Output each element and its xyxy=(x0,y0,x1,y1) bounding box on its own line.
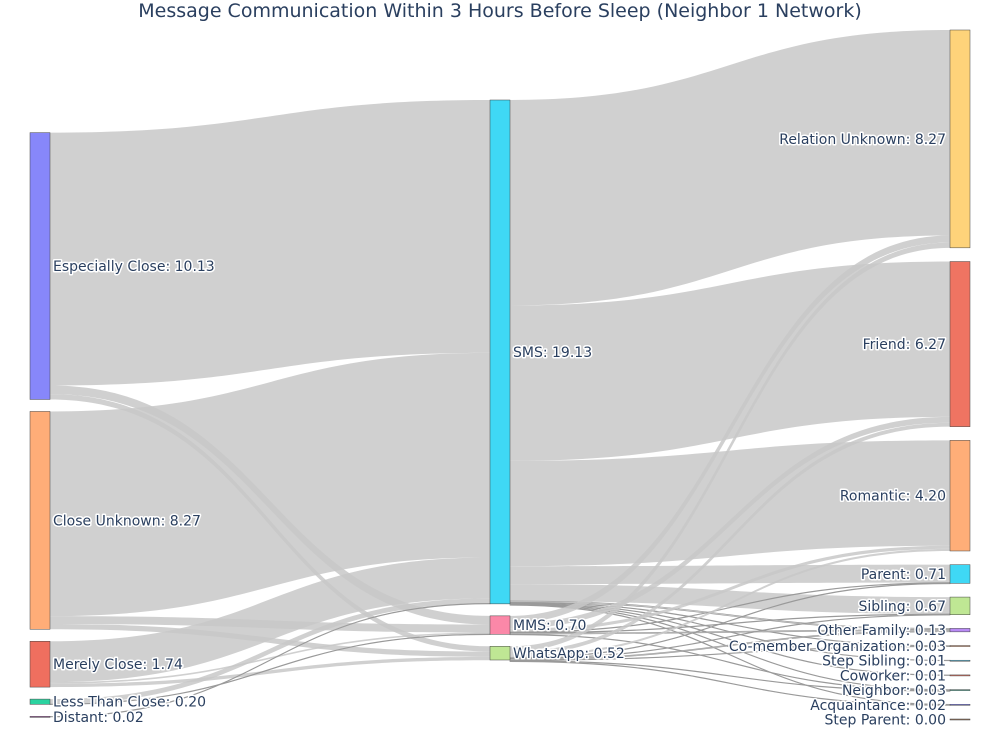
link-especially_close-to-sms xyxy=(50,100,490,386)
node-label-halo-acquaintance: Acquaintance: 0.02 xyxy=(810,698,946,714)
node-label-halo-whatsapp: WhatsApp: 0.52 xyxy=(513,646,625,662)
link-mms-to-friend xyxy=(510,416,950,629)
link-merely_close-to-mms xyxy=(50,632,490,684)
node-merely_close[interactable] xyxy=(29,641,51,688)
node-label-friend: Friend: 6.27 xyxy=(863,337,946,353)
node-label-distant: Distant: 0.02 xyxy=(53,710,144,726)
node-label-halo-romantic: Romantic: 4.20 xyxy=(840,489,946,505)
link-whatsapp-to-friend xyxy=(510,422,950,656)
node-label-coworker: Coworker: 0.01 xyxy=(840,668,946,684)
link-less_than_close-to-mms xyxy=(49,633,491,706)
link-mms-to-relation_unknown xyxy=(510,235,950,623)
link-merely_close-to-whatsapp xyxy=(50,656,490,688)
node-label-sms: SMS: 19.13 xyxy=(513,345,592,361)
node-label-halo-comember_org: Co-member Organization: 0.03 xyxy=(729,639,946,655)
node-label-halo-distant: Distant: 0.02 xyxy=(53,710,144,726)
node-label-halo-relation_unknown: Relation Unknown: 8.27 xyxy=(779,132,946,148)
node-romantic[interactable] xyxy=(949,440,971,552)
node-label-step_sibling: Step Sibling: 0.01 xyxy=(822,654,946,670)
node-label-halo-mms: MMS: 0.70 xyxy=(513,618,586,634)
node-label-halo-coworker: Coworker: 0.01 xyxy=(840,668,946,684)
link-close_unknown-to-whatsapp xyxy=(50,624,490,657)
node-label-sibling: Sibling: 0.67 xyxy=(858,599,946,615)
nodes-layer xyxy=(29,29,971,721)
node-label-neighbor: Neighbor: 0.03 xyxy=(842,683,946,699)
node-label-merely_close: Merely Close: 1.74 xyxy=(53,657,183,673)
node-label-romantic: Romantic: 4.20 xyxy=(840,489,946,505)
node-parent[interactable] xyxy=(949,564,971,584)
node-label-halo-other_family: Other Family: 0.13 xyxy=(817,623,946,639)
links-layer xyxy=(49,30,951,718)
node-relation_unknown[interactable] xyxy=(949,29,971,249)
link-less_than_close-to-sms xyxy=(50,598,490,705)
link-mms-to-romantic xyxy=(510,545,950,632)
node-whatsapp[interactable] xyxy=(489,646,511,661)
link-close_unknown-to-sms xyxy=(50,352,490,617)
node-close_unknown[interactable] xyxy=(29,411,51,630)
node-label-halo-sms: SMS: 19.13 xyxy=(513,345,592,361)
node-less_than_close[interactable] xyxy=(29,698,51,705)
node-label-comember_org: Co-member Organization: 0.03 xyxy=(729,639,946,655)
link-whatsapp-to-relation_unknown xyxy=(510,242,950,652)
node-friend[interactable] xyxy=(949,261,971,427)
node-coworker[interactable] xyxy=(949,674,971,677)
node-label-halo-neighbor: Neighbor: 0.03 xyxy=(842,683,946,699)
node-label-less_than_close: Less Than Close: 0.20 xyxy=(53,695,206,711)
node-label-step_parent: Step Parent: 0.00 xyxy=(825,713,946,729)
link-merely_close-to-sms xyxy=(50,557,490,683)
node-comember_org[interactable] xyxy=(949,645,971,647)
node-label-especially_close: Especially Close: 10.13 xyxy=(53,259,215,275)
node-label-halo-step_parent: Step Parent: 0.00 xyxy=(825,713,946,729)
link-whatsapp-to-neighbor xyxy=(509,660,951,692)
node-label-halo-parent: Parent: 0.71 xyxy=(861,567,946,583)
node-label-other_family: Other Family: 0.13 xyxy=(817,623,946,639)
node-step_sibling[interactable] xyxy=(949,659,971,662)
link-sms-to-friend xyxy=(510,261,950,461)
node-label-whatsapp: WhatsApp: 0.52 xyxy=(513,646,625,662)
node-especially_close[interactable] xyxy=(29,132,51,400)
link-sms-to-sibling xyxy=(510,584,950,614)
node-mms[interactable] xyxy=(489,615,511,635)
node-label-halo-step_sibling: Step Sibling: 0.01 xyxy=(822,654,946,670)
node-other_family[interactable] xyxy=(949,628,971,633)
link-whatsapp-to-sibling xyxy=(509,614,951,660)
node-sms[interactable] xyxy=(489,99,511,605)
node-label-halo-less_than_close: Less Than Close: 0.20 xyxy=(53,695,206,711)
node-label-mms: MMS: 0.70 xyxy=(513,618,586,634)
node-sibling[interactable] xyxy=(949,596,971,615)
link-sms-to-romantic xyxy=(510,440,950,567)
node-label-halo-merely_close: Merely Close: 1.74 xyxy=(53,657,183,673)
node-step_parent[interactable] xyxy=(949,718,971,721)
node-label-halo-especially_close: Especially Close: 10.13 xyxy=(53,259,215,275)
node-neighbor[interactable] xyxy=(949,689,971,691)
link-sms-to-relation_unknown xyxy=(510,30,950,306)
node-distant[interactable] xyxy=(29,716,51,718)
node-label-parent: Parent: 0.71 xyxy=(861,567,946,583)
node-label-acquaintance: Acquaintance: 0.02 xyxy=(810,698,946,714)
node-label-relation_unknown: Relation Unknown: 8.27 xyxy=(779,132,946,148)
node-label-close_unknown: Close Unknown: 8.27 xyxy=(53,513,201,529)
node-label-halo-close_unknown: Close Unknown: 8.27 xyxy=(53,513,201,529)
chart-title: Message Communication Within 3 Hours Bef… xyxy=(138,0,862,22)
node-label-halo-friend: Friend: 6.27 xyxy=(863,337,946,353)
node-acquaintance[interactable] xyxy=(949,704,971,706)
link-whatsapp-to-parent xyxy=(509,582,951,659)
node-label-halo-sibling: Sibling: 0.67 xyxy=(858,599,946,615)
link-whatsapp-to-romantic xyxy=(510,548,950,658)
